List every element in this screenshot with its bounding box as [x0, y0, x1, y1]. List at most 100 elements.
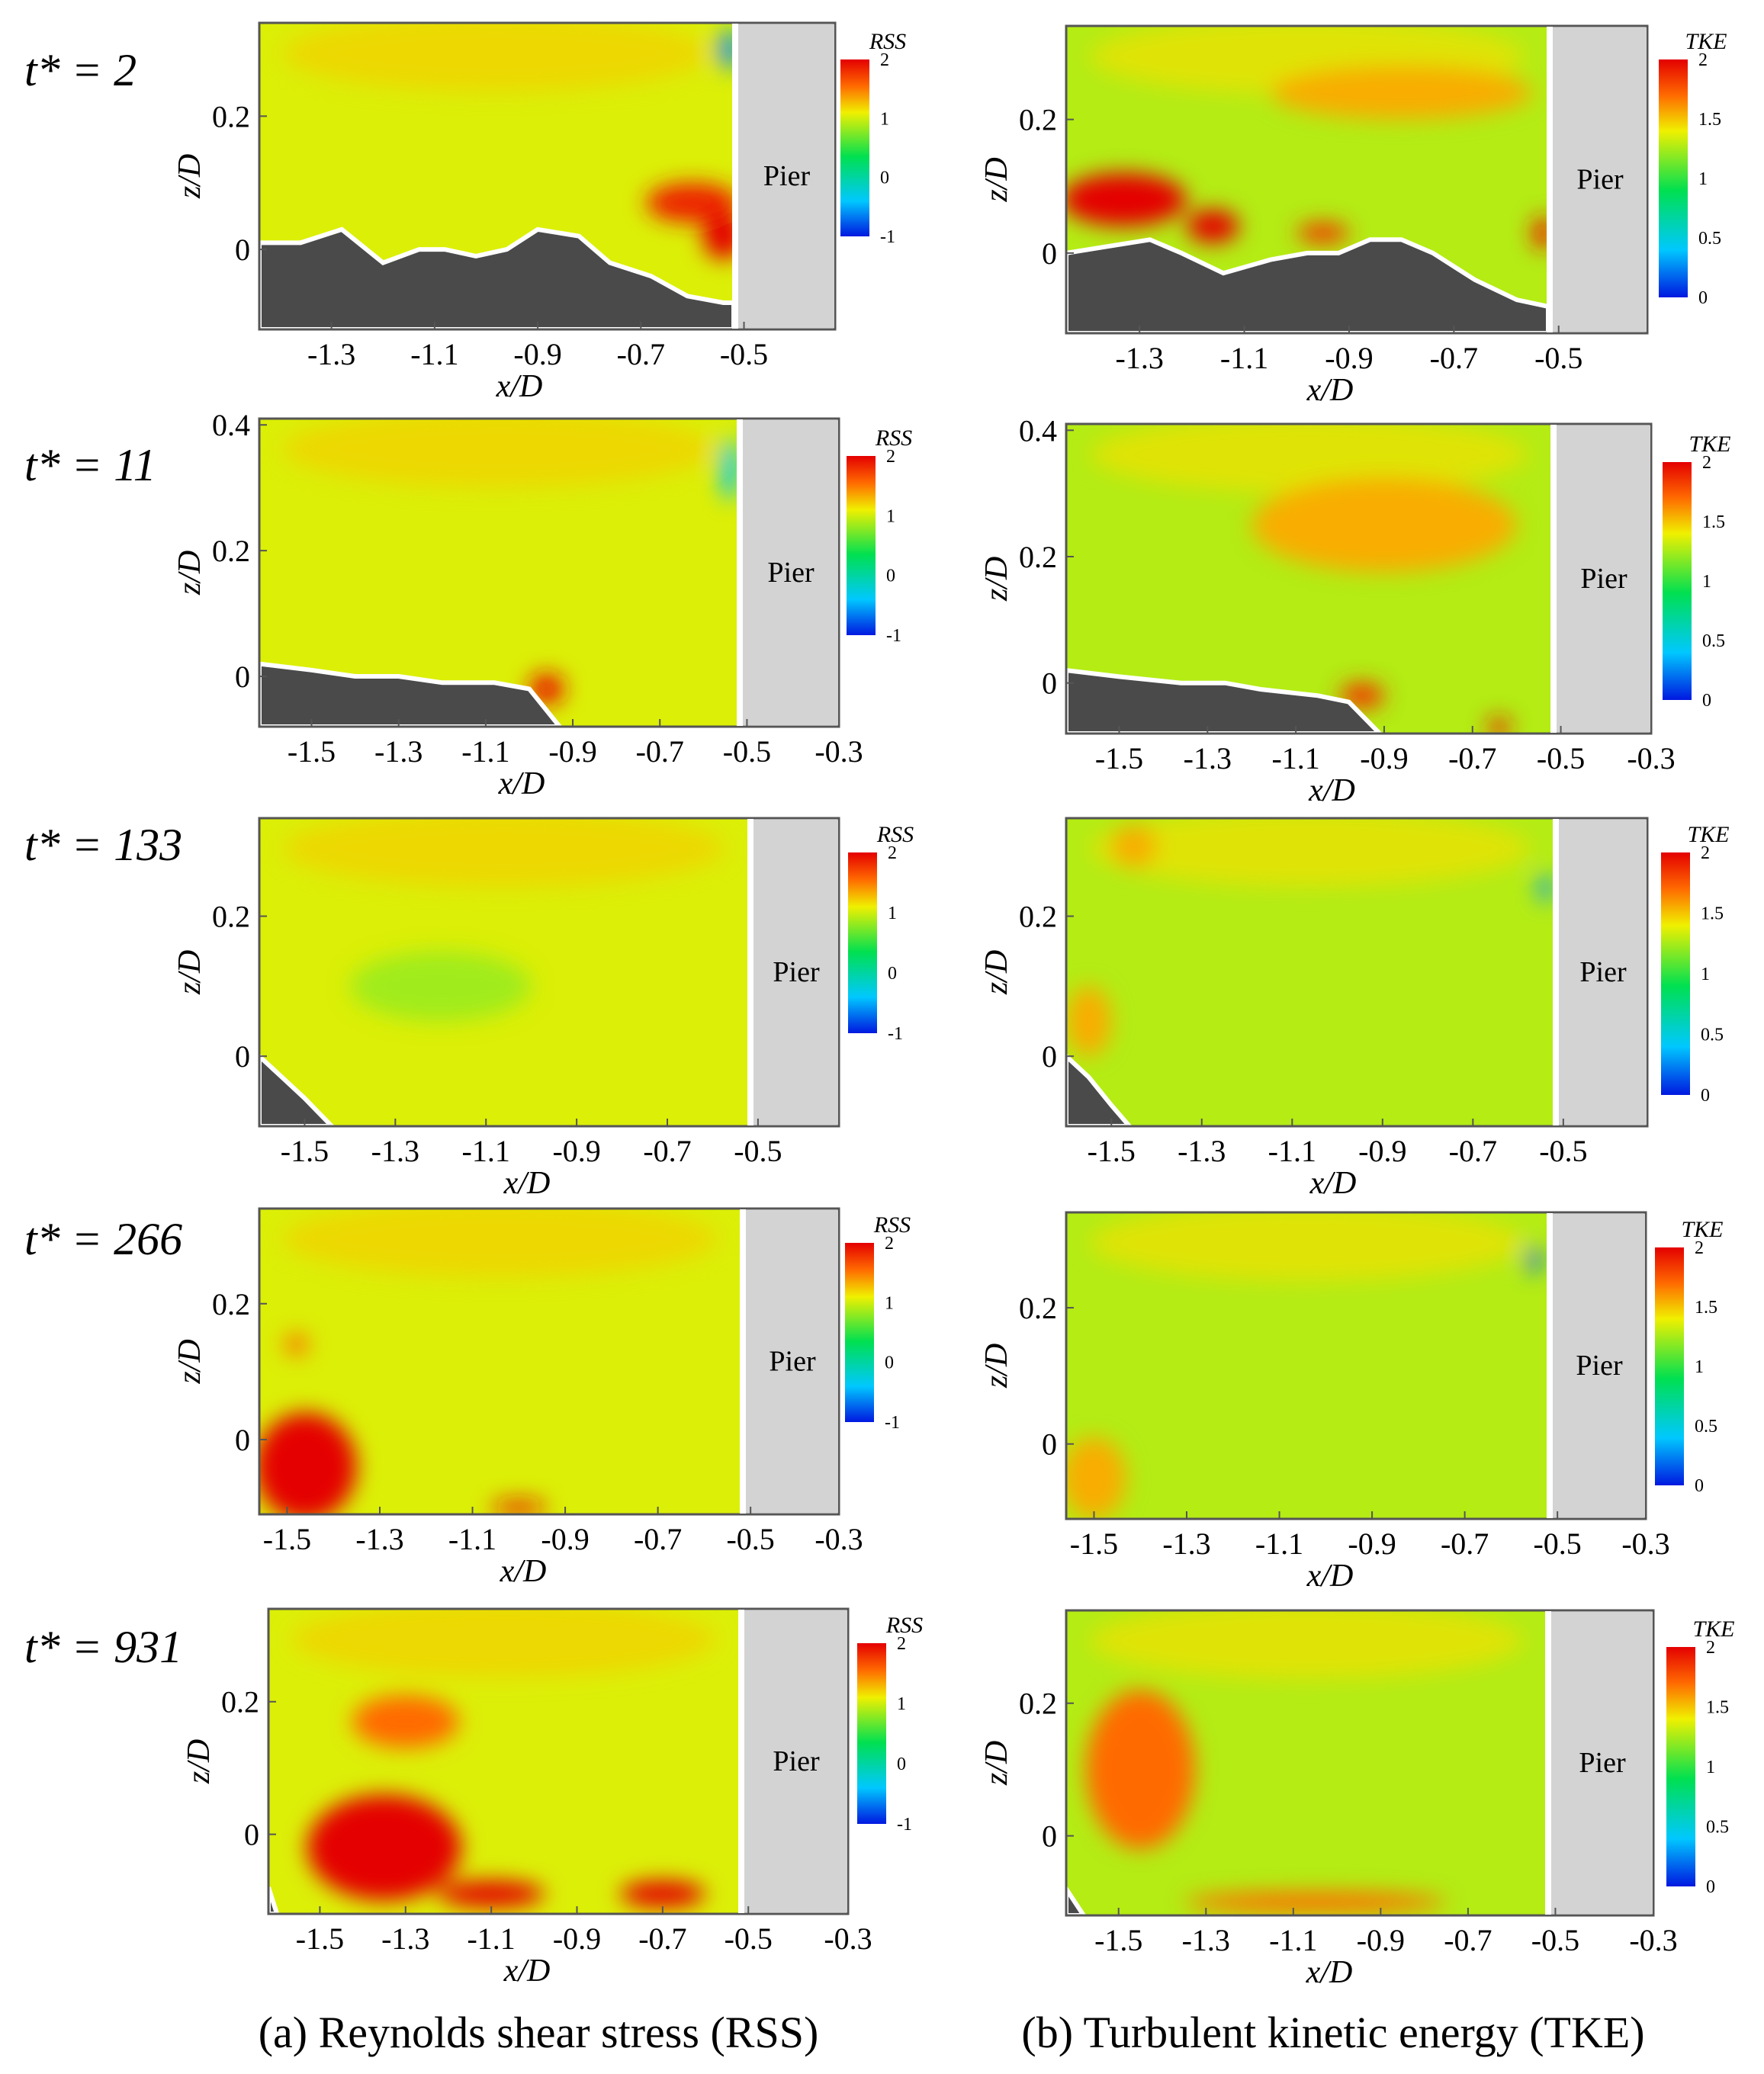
- x-tick-label: -0.7: [1449, 1134, 1497, 1168]
- colorbar-tick-label: -1: [897, 1815, 912, 1835]
- panel-rss-2: Pier -1.5 -1.3 -1.1 -0.9 -0.7 -0.5 -0.3 x/D 0.4 0.…: [172, 408, 912, 801]
- x-tick-label: -1.5: [1070, 1527, 1118, 1561]
- x-tick-label: -0.9: [541, 1522, 589, 1556]
- x-tick-label: -0.7: [636, 734, 684, 769]
- x-axis-label: x/D: [503, 1166, 551, 1201]
- pier: [1553, 27, 1647, 332]
- colorbar-tick-label: 0: [1701, 1086, 1710, 1106]
- contour-feature: [1532, 216, 1548, 250]
- contour-field: [1066, 818, 1554, 1126]
- y-tick-label: 0.4: [212, 408, 250, 442]
- colorbar-tick-label: 0.5: [1701, 1026, 1724, 1045]
- colorbar-tick-label: 0: [1698, 288, 1708, 308]
- contour-feature: [646, 182, 734, 223]
- x-tick-label: -0.3: [1621, 1527, 1669, 1561]
- colorbar-tick-label: 2: [885, 1234, 894, 1254]
- colorbar-tick-label: -1: [885, 1413, 900, 1433]
- pier-label: Pier: [1576, 1350, 1623, 1382]
- colorbar: [1666, 1647, 1695, 1886]
- colorbar-tick-label: 2: [1702, 453, 1711, 473]
- plot-frame: [258, 21, 837, 331]
- contour-field: [1066, 1610, 1547, 1915]
- pier: [743, 420, 838, 725]
- scoured-bed: [1066, 668, 1383, 734]
- x-tick-label: -0.3: [815, 734, 863, 769]
- x-tick-label: -1.3: [1116, 341, 1164, 375]
- colorbar-tick-label: 1: [1695, 1357, 1704, 1377]
- scoured-bed: [1066, 237, 1548, 333]
- colorbar-tick-label: 0: [886, 567, 895, 586]
- y-axis-label: z/D: [979, 1741, 1014, 1786]
- scoured-bed: [259, 226, 734, 329]
- x-tick-label: -0.9: [513, 337, 561, 371]
- x-tick-label: -0.7: [1444, 1923, 1492, 1957]
- panel-tke-3: Pier -1.5 -1.3 -1.1 -0.9 -0.7 -0.5 -0.3 x/D 0.4 0.…: [979, 413, 1731, 808]
- x-tick-label: -0.7: [643, 1134, 691, 1168]
- contour-feature: [1066, 986, 1112, 1057]
- x-tick-label: -0.3: [815, 1522, 863, 1556]
- colorbar-tick-label: 0.5: [1702, 631, 1725, 651]
- contour-field: [1066, 424, 1552, 734]
- x-tick-label: -0.7: [617, 337, 665, 371]
- field-wash: [284, 818, 725, 887]
- pier: [1557, 425, 1650, 732]
- x-axis-label: x/D: [496, 369, 543, 404]
- pier-gap: [1553, 819, 1559, 1125]
- y-axis-label: z/D: [172, 154, 207, 199]
- contour-feature: [490, 1501, 547, 1514]
- panel-tke-7: Pier -1.5 -1.3 -1.1 -0.9 -0.7 -0.5 -0.3 x/D 0.2 0 z…: [979, 1211, 1724, 1594]
- pier: [1551, 1612, 1653, 1914]
- plot-frame: [1065, 1211, 1647, 1520]
- x-tick-label: -1.1: [1269, 1923, 1317, 1957]
- x-tick-label: -0.5: [726, 1522, 774, 1556]
- colorbar: [1663, 462, 1692, 700]
- plot-frame: [258, 417, 840, 728]
- colorbar-tick-label: 1: [888, 904, 897, 923]
- y-tick-label: 0: [235, 233, 250, 267]
- colorbar-tick-label: -1: [880, 227, 895, 247]
- y-tick-label: 0: [235, 660, 250, 694]
- pier-label: Pier: [1579, 1747, 1626, 1779]
- x-axis-label: x/D: [503, 1954, 551, 1989]
- y-tick-label: 0.2: [1019, 900, 1057, 934]
- pier-gap: [1547, 1213, 1553, 1518]
- x-axis-label: x/D: [1309, 1166, 1357, 1201]
- pier: [753, 820, 838, 1125]
- contour-field: [268, 1609, 740, 1914]
- x-tick-label: -1.3: [1184, 741, 1232, 775]
- x-tick-label: -0.5: [1533, 1527, 1581, 1561]
- pier: [1559, 820, 1647, 1125]
- x-tick-label: -1.3: [374, 734, 423, 769]
- x-tick-label: -1.1: [410, 337, 458, 371]
- field-wash: [1091, 818, 1530, 887]
- x-tick-label: -0.9: [1360, 741, 1408, 775]
- scoured-bed: [259, 661, 563, 727]
- y-tick-label: 0.2: [212, 534, 250, 568]
- y-axis-label: z/D: [172, 551, 207, 596]
- colorbar-tick-label: 1: [1701, 965, 1710, 984]
- x-tick-label: -1.5: [1088, 1134, 1136, 1168]
- y-tick-label: 0.2: [212, 900, 250, 934]
- contour-feature: [349, 951, 532, 1022]
- colorbar-tick-label: 0: [897, 1755, 906, 1774]
- colorbar-tick-label: 0: [888, 964, 897, 984]
- pier-label: Pier: [769, 1346, 816, 1378]
- contour-field: [259, 419, 738, 727]
- x-tick-label: -0.5: [1539, 1134, 1587, 1168]
- pier-gap: [732, 24, 738, 329]
- x-tick-label: -1.1: [1268, 1134, 1316, 1168]
- x-tick-label: -1.1: [461, 734, 509, 769]
- pier-label: Pier: [1576, 164, 1624, 196]
- colorbar-tick-label: 2: [888, 843, 897, 863]
- pier-gap: [737, 419, 743, 726]
- colorbar-tick-label: 0: [1702, 691, 1711, 711]
- x-tick-label: -1.1: [1255, 1527, 1303, 1561]
- colorbar-tick-label: 1: [880, 109, 889, 129]
- contour-feature: [307, 1794, 461, 1901]
- field-wash: [283, 419, 715, 487]
- colorbar: [1659, 59, 1688, 297]
- colorbar-tick-label: 0.5: [1698, 229, 1721, 249]
- contour-feature: [1538, 874, 1553, 903]
- colorbar: [847, 456, 876, 635]
- colorbar-title: RSS: [885, 1613, 923, 1638]
